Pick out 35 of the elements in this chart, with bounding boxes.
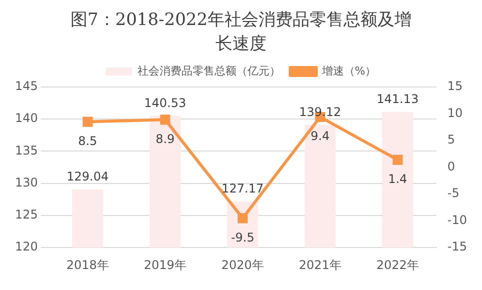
data-label: 9.4	[310, 129, 330, 144]
point	[392, 154, 403, 165]
y-tick-label: 135	[15, 143, 38, 158]
data-label: 129.04	[66, 170, 109, 184]
y2-tick-label: -10	[447, 212, 468, 227]
point	[238, 213, 248, 224]
data-label: 8.5	[78, 134, 98, 148]
data-label: -9.5	[230, 230, 254, 244]
point	[160, 114, 170, 125]
x-tick-label: 2019年	[144, 258, 186, 272]
y2-tick-label: 0	[447, 159, 456, 174]
legend-label: 社会消费品零售总额（亿元）	[137, 64, 280, 78]
point	[82, 116, 93, 127]
y-tick-label: 130	[15, 175, 38, 190]
y-tick-label: 125	[15, 208, 38, 222]
y2-tick-label: 15	[447, 79, 463, 94]
y-tick-label: 145	[15, 79, 38, 94]
y2-tick-label: -15	[447, 240, 468, 254]
y2-tick-label: 5	[447, 132, 456, 147]
data-label: 141.13	[376, 92, 419, 106]
x-tick-label: 2022年	[376, 258, 419, 272]
y2-tick-label: -5	[447, 186, 460, 200]
x-tick-label: 2021年	[298, 258, 342, 272]
data-label: 127.17	[222, 182, 264, 196]
legend-label: 增速（%）	[320, 64, 376, 78]
data-label: 139.12	[299, 104, 342, 119]
y-tick-label: 140	[15, 111, 38, 126]
y2-tick-label: 10	[447, 106, 463, 120]
data-label: 1.4	[388, 172, 408, 186]
y-tick-label: 120	[15, 240, 38, 254]
x-tick-label: 2020年	[221, 258, 264, 272]
x-tick-label: 2018年	[66, 258, 109, 272]
data-label: 140.53	[144, 96, 186, 110]
data-label: 8.9	[156, 132, 175, 146]
chart-title: 图7：2018-2022年社会消费品零售总额及增长速度	[69, 9, 413, 56]
